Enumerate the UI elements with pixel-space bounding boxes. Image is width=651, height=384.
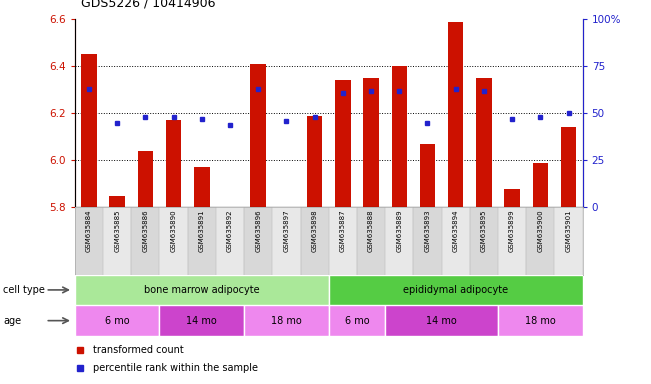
Text: GSM635900: GSM635900 [537,209,544,252]
Text: GSM635899: GSM635899 [509,209,515,252]
Bar [103,207,132,275]
Text: GSM635888: GSM635888 [368,209,374,252]
Bar [187,207,216,275]
Text: GSM635898: GSM635898 [312,209,318,252]
Bar [132,207,159,275]
Bar [137,151,153,207]
Text: transformed count: transformed count [92,345,184,355]
Text: 18 mo: 18 mo [271,316,302,326]
Bar [251,64,266,207]
Text: bone marrow adipocyte: bone marrow adipocyte [144,285,260,295]
Text: GSM635885: GSM635885 [114,209,120,252]
Bar [75,275,329,305]
Text: GSM635901: GSM635901 [566,209,572,252]
Bar [448,22,464,207]
Bar [159,305,244,336]
Bar [166,120,182,207]
Text: percentile rank within the sample: percentile rank within the sample [92,363,258,373]
Bar [244,305,329,336]
Bar [75,305,159,336]
Bar [279,207,294,268]
Bar [441,207,470,275]
Text: GSM635886: GSM635886 [143,209,148,252]
Bar [194,167,210,207]
Bar [505,189,520,207]
Bar [357,207,385,275]
Bar [272,207,301,275]
Text: GSM635891: GSM635891 [199,209,205,252]
Bar [329,275,583,305]
Text: GDS5226 / 10414906: GDS5226 / 10414906 [81,0,216,10]
Bar [555,207,583,275]
Text: GSM635892: GSM635892 [227,209,233,252]
Text: 18 mo: 18 mo [525,316,556,326]
Text: 6 mo: 6 mo [344,316,369,326]
Bar [216,207,244,275]
Bar [470,207,498,275]
Text: GSM635896: GSM635896 [255,209,261,252]
Text: GSM635887: GSM635887 [340,209,346,252]
Text: 14 mo: 14 mo [426,316,457,326]
Bar [159,207,187,275]
Bar [385,305,498,336]
Bar [363,78,379,207]
Bar [476,78,492,207]
Bar [526,207,555,275]
Bar [391,66,407,207]
Bar [385,207,413,275]
Bar [109,195,125,207]
Bar [75,207,103,275]
Text: GSM635894: GSM635894 [452,209,459,252]
Text: 6 mo: 6 mo [105,316,130,326]
Text: cell type: cell type [3,285,45,295]
Text: age: age [3,316,21,326]
Bar [561,127,576,207]
Bar [307,116,322,207]
Bar [301,207,329,275]
Text: GSM635890: GSM635890 [171,209,176,252]
Bar [420,144,436,207]
Text: GSM635893: GSM635893 [424,209,430,252]
Text: GSM635897: GSM635897 [283,209,290,252]
Bar [335,80,351,207]
Text: GSM635895: GSM635895 [481,209,487,252]
Bar [498,207,526,275]
Bar [329,207,357,275]
Bar [81,55,97,207]
Bar [498,305,583,336]
Bar [244,207,272,275]
Bar [329,305,385,336]
Bar [533,163,548,207]
Bar [222,207,238,268]
Text: epididymal adipocyte: epididymal adipocyte [403,285,508,295]
Text: GSM635889: GSM635889 [396,209,402,252]
Bar [413,207,441,275]
Text: 14 mo: 14 mo [186,316,217,326]
Text: GSM635884: GSM635884 [86,209,92,252]
